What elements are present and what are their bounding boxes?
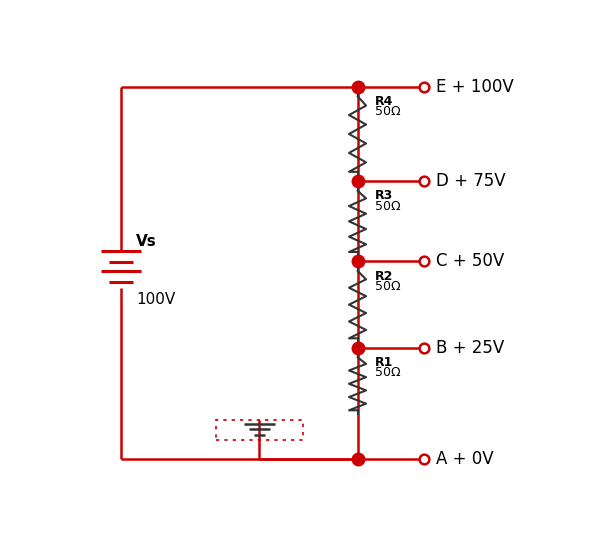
Text: R1: R1 bbox=[375, 356, 393, 369]
Text: B + 25V: B + 25V bbox=[436, 339, 504, 357]
Text: 50Ω: 50Ω bbox=[375, 366, 400, 379]
Text: D + 75V: D + 75V bbox=[436, 172, 505, 190]
Text: 50Ω: 50Ω bbox=[375, 280, 400, 293]
Text: R2: R2 bbox=[375, 270, 393, 282]
Text: 50Ω: 50Ω bbox=[375, 200, 400, 213]
Text: R3: R3 bbox=[375, 190, 393, 202]
Text: Vs: Vs bbox=[136, 234, 157, 249]
Text: 100V: 100V bbox=[136, 292, 176, 307]
Text: C + 50V: C + 50V bbox=[436, 253, 504, 270]
Text: 50Ω: 50Ω bbox=[375, 105, 400, 118]
Text: E + 100V: E + 100V bbox=[436, 77, 513, 96]
Text: R4: R4 bbox=[375, 95, 393, 108]
Text: A + 0V: A + 0V bbox=[436, 450, 493, 468]
Bar bbox=[216, 420, 303, 441]
